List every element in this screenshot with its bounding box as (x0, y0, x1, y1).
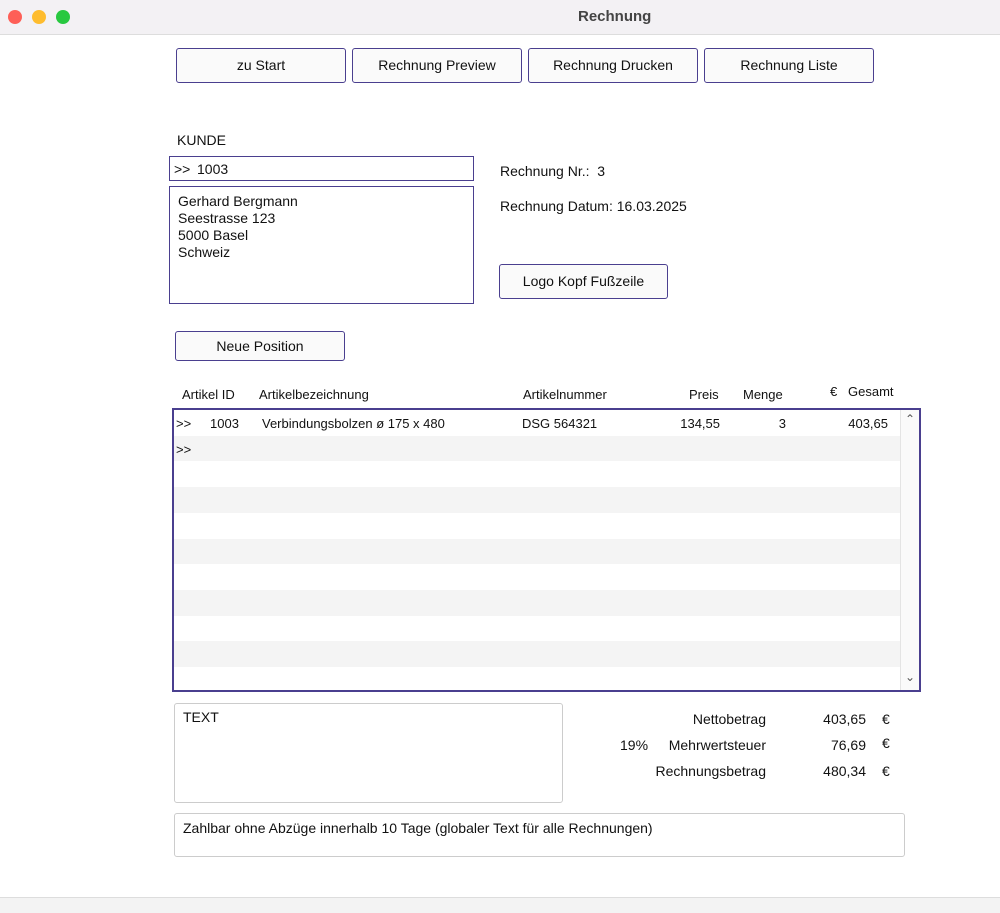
invoice-number-value: 3 (597, 163, 606, 179)
col-header-name: Artikelbezeichnung (259, 387, 369, 402)
address-line: 5000 Basel (178, 227, 249, 243)
start-button[interactable]: zu Start (176, 48, 346, 83)
col-header-id: Artikel ID (182, 387, 235, 402)
table-body: >> 1003 Verbindungsbolzen ø 175 x 480 DSG 5… (174, 410, 900, 690)
col-header-currency: € (830, 384, 838, 399)
gross-value: 480,34 (823, 763, 866, 779)
address-line: Gerhard Bergmann (178, 193, 298, 209)
title-bar: Rechnung (0, 0, 1000, 35)
table-row[interactable] (174, 616, 900, 642)
customer-label: KUNDE (177, 132, 227, 148)
table-row[interactable] (174, 487, 900, 513)
cell-price: 134,55 (680, 416, 720, 431)
window-title: Rechnung (578, 8, 652, 25)
invoice-date: Rechnung Datum: 16.03.2025 (500, 198, 687, 214)
table-row[interactable] (174, 461, 900, 487)
customer-id-field[interactable]: >> 1003 (169, 156, 474, 181)
table-row[interactable] (174, 564, 900, 590)
cell-qty: 3 (778, 416, 786, 431)
table-row[interactable]: >> 1003 Verbindungsbolzen ø 175 x 480 DSG 5… (174, 410, 900, 436)
vat-value: 76,69 (830, 737, 866, 753)
customer-address-field[interactable]: Gerhard Bergmann Seestrasse 123 5000 Bas… (169, 186, 474, 304)
vat-label: Mehrwertsteuer (668, 737, 766, 753)
net-value: 403,65 (823, 711, 866, 727)
bottom-bar (0, 897, 1000, 913)
address-line: Seestrasse 123 (178, 210, 276, 226)
row-marker: >> (176, 441, 192, 457)
preview-button[interactable]: Rechnung Preview (352, 48, 522, 83)
table-row[interactable]: >> (174, 435, 900, 462)
col-header-price: Preis (689, 387, 719, 402)
table-row[interactable] (174, 641, 900, 667)
row-marker: >> (176, 416, 192, 431)
table-row[interactable] (174, 538, 900, 565)
logo-header-footer-button[interactable]: Logo Kopf Fußzeile (499, 264, 668, 299)
zoom-window-button[interactable] (56, 10, 70, 24)
footer-text: Zahlbar ohne Abzüge innerhalb 10 Tage (g… (183, 820, 653, 836)
minimize-window-button[interactable] (32, 10, 46, 24)
cell-number: DSG 564321 (522, 416, 598, 431)
table-row[interactable] (174, 667, 900, 690)
table-row[interactable] (174, 589, 900, 616)
col-header-qty: Menge (743, 387, 783, 402)
close-window-button[interactable] (8, 10, 22, 24)
cell-name: Verbindungsbolzen ø 175 x 480 (262, 416, 445, 431)
text-field-value: TEXT (183, 709, 219, 725)
net-label: Nettobetrag (692, 711, 766, 727)
cell-id: 1003 (210, 416, 239, 431)
text-field[interactable]: TEXT (174, 703, 563, 803)
scroll-down-icon[interactable]: ⌄ (905, 670, 916, 684)
invoice-list-button[interactable]: Rechnung Liste (704, 48, 874, 83)
invoice-number-label: Rechnung Nr.: (500, 163, 590, 179)
gross-label: Rechnungsbetrag (655, 763, 766, 779)
invoice-date-label: Rechnung Datum: (500, 198, 613, 214)
table-row[interactable] (174, 513, 900, 539)
positions-table[interactable]: >> 1003 Verbindungsbolzen ø 175 x 480 DSG 5… (172, 408, 921, 692)
footer-text-field[interactable]: Zahlbar ohne Abzüge innerhalb 10 Tage (g… (174, 813, 905, 857)
scrollbar[interactable]: ⌃ ⌄ (900, 410, 919, 690)
vat-currency: € (882, 735, 890, 751)
print-button[interactable]: Rechnung Drucken (528, 48, 698, 83)
row-marker: >> (174, 161, 191, 177)
invoice-date-value: 16.03.2025 (616, 198, 687, 214)
scroll-up-icon[interactable]: ⌃ (905, 412, 916, 426)
cell-total: 403,65 (848, 416, 888, 431)
address-line: Schweiz (178, 244, 231, 260)
gross-currency: € (882, 763, 890, 779)
col-header-number: Artikelnummer (523, 387, 607, 402)
new-position-button[interactable]: Neue Position (175, 331, 345, 361)
invoice-number: Rechnung Nr.: 3 (500, 163, 605, 179)
col-header-total: Gesamt (848, 384, 894, 399)
net-currency: € (882, 711, 890, 727)
vat-rate: 19% (620, 737, 649, 753)
customer-id: 1003 (197, 161, 229, 177)
